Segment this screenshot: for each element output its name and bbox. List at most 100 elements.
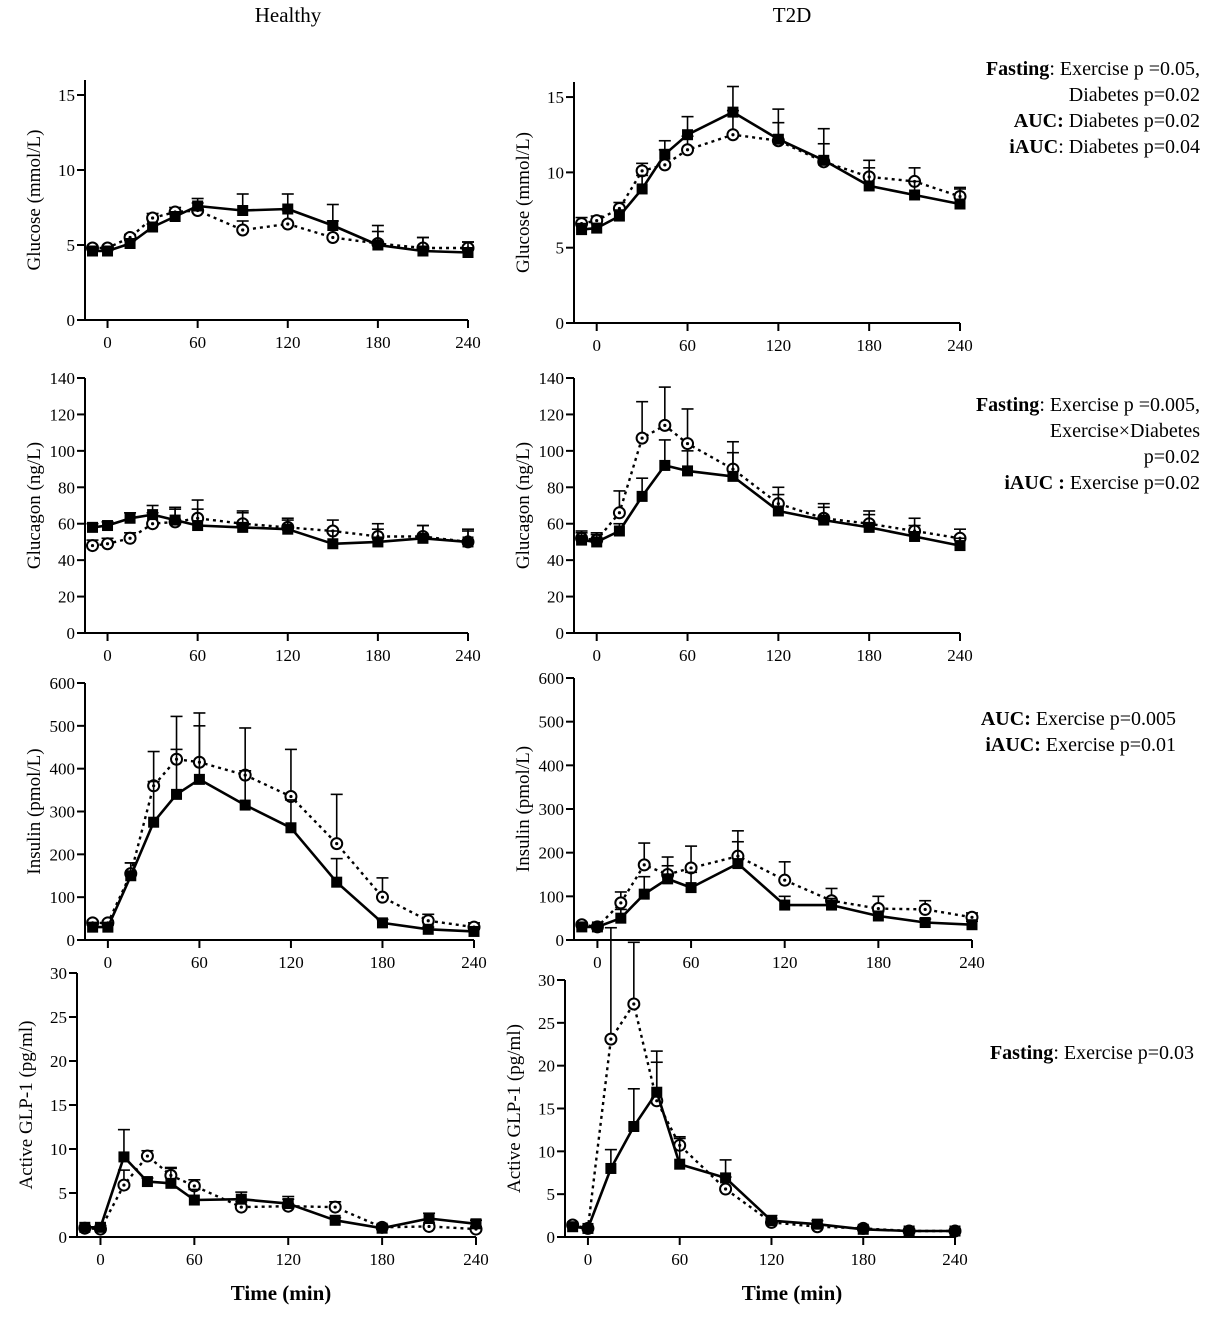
- x-tick-label: 240: [455, 333, 481, 352]
- data-point-control: [966, 919, 978, 931]
- data-point-control: [651, 1086, 663, 1098]
- y-tick-label: 200: [539, 844, 565, 863]
- x-tick-label: 0: [104, 953, 113, 972]
- data-point-control: [282, 523, 294, 535]
- data-point-control: [124, 512, 136, 524]
- data-point-control: [818, 154, 830, 166]
- data-point-control: [727, 106, 739, 118]
- x-tick-label: 240: [947, 336, 973, 355]
- y-tick-label: 15: [547, 88, 564, 107]
- data-point-control: [147, 221, 159, 233]
- stats-line: Fasting: Exercise p=0.03: [989, 1042, 1194, 1064]
- data-point-control: [237, 205, 249, 216]
- stats-line: iAUC : Exercise p=0.02: [1004, 472, 1200, 494]
- data-point-exercise-center: [876, 906, 880, 911]
- series-line-control: [92, 778, 475, 933]
- data-point-control: [376, 917, 388, 929]
- x-tick-label: 180: [856, 646, 882, 665]
- x-tick-label: 60: [186, 1250, 203, 1269]
- panel-glucagon-t2d: 0 20 40 60 80 100 120 140 0 60 120 180 240 Glucagon (…: [513, 369, 973, 665]
- data-point-control: [949, 1225, 961, 1237]
- data-point-exercise-center: [970, 915, 974, 919]
- data-point-exercise-center: [289, 794, 293, 799]
- data-point-exercise-center: [640, 436, 644, 440]
- y-tick-label: 15: [58, 86, 75, 105]
- data-point-exercise-center: [642, 863, 646, 867]
- y-tick-label: 600: [539, 669, 565, 688]
- data-point-exercise-center: [595, 218, 599, 223]
- x-tick-label: 60: [191, 953, 208, 972]
- y-tick-label: 40: [547, 551, 564, 570]
- data-point-exercise-center: [685, 148, 690, 152]
- x-tick-label: 180: [850, 1250, 876, 1269]
- data-point-exercise-center: [619, 901, 623, 905]
- data-point-control: [417, 532, 429, 544]
- data-point-control: [165, 1177, 177, 1189]
- data-point-exercise-center: [632, 1002, 636, 1006]
- data-point-control: [102, 921, 114, 933]
- stats-line: Exercise×Diabetes: [1049, 420, 1200, 442]
- panel-glucagon-healthy: 0 20 40 60 80 100 120 140 0 60 120 180 240 Glucagon (…: [24, 369, 481, 665]
- data-point-control: [192, 520, 204, 532]
- data-point-control: [87, 245, 99, 257]
- data-point-exercise-center: [335, 842, 339, 846]
- data-point-exercise-center: [427, 1224, 431, 1229]
- data-point-control: [372, 239, 384, 251]
- data-point-exercise-center: [105, 542, 110, 546]
- data-point-control: [613, 210, 625, 222]
- y-tick-label: 120: [539, 405, 565, 424]
- data-point-control: [674, 1158, 686, 1170]
- stats-glucagon: Fasting: Exercise p =0.005, Exercise×Dia…: [976, 392, 1200, 496]
- y-tick-label: 80: [547, 478, 564, 497]
- data-point-control: [462, 536, 474, 548]
- y-tick-label: 0: [67, 311, 76, 330]
- series-line-exercise: [84, 1154, 477, 1231]
- x-tick-label: 120: [275, 1250, 301, 1269]
- y-tick-label: 140: [539, 369, 565, 388]
- x-tick-label: 180: [370, 953, 396, 972]
- data-point-control: [285, 822, 297, 834]
- data-point-control: [954, 540, 966, 552]
- x-tick-label: 180: [365, 333, 391, 352]
- stats-line: Fasting: Exercise p =0.05,: [985, 58, 1200, 80]
- stats-glp1: Fasting: Exercise p=0.03: [990, 1040, 1194, 1066]
- y-tick-label: 100: [539, 887, 565, 906]
- panel-glp1-t2d: 0 5 10 15 20 25 30 0 60 120 180 240 Active GLP-1 (pg…: [504, 926, 968, 1269]
- data-point-exercise-center: [689, 866, 693, 870]
- y-tick-label: 30: [50, 964, 67, 983]
- data-point-control: [470, 1218, 482, 1230]
- series-line-exercise: [581, 133, 961, 225]
- data-point-exercise-center: [150, 216, 155, 220]
- y-tick-label: 10: [547, 163, 564, 182]
- y-tick-label: 0: [547, 1228, 556, 1247]
- stats-line: AUC: Exercise p=0.005: [980, 708, 1176, 730]
- x-tick-label: 60: [679, 646, 696, 665]
- x-tick-label: 240: [461, 953, 487, 972]
- data-point-control: [772, 133, 784, 145]
- stats-line: iAUC: Diabetes p=0.04: [1009, 136, 1200, 158]
- series-line-control: [572, 1090, 955, 1233]
- x-tick-label: 60: [189, 646, 206, 665]
- data-point-exercise-center: [128, 536, 132, 540]
- data-point-control: [857, 1223, 869, 1235]
- x-tick-label: 240: [947, 646, 973, 665]
- data-point-control: [909, 530, 921, 542]
- y-tick-label: 400: [539, 756, 565, 775]
- data-point-exercise-center: [90, 543, 95, 548]
- data-point-exercise-center: [731, 133, 735, 137]
- data-point-control: [462, 247, 474, 258]
- y-tick-label: 400: [50, 760, 76, 779]
- panel-insulin-healthy: 0 100 200 300 400 500 600 0 60 120 180 240 Insulin (…: [24, 674, 487, 972]
- x-tick-label: 120: [275, 333, 301, 352]
- data-point-exercise-center: [122, 1183, 126, 1187]
- data-point-control: [125, 870, 137, 882]
- y-axis-label: Glucagon (ng/L): [24, 442, 45, 569]
- y-axis-label: Active GLP-1 (pg/ml): [504, 1024, 525, 1193]
- data-point-control: [863, 521, 875, 533]
- data-point-control: [863, 180, 875, 192]
- data-point-control: [779, 899, 791, 911]
- data-point-control: [376, 1222, 388, 1234]
- data-point-exercise-center: [192, 1184, 196, 1188]
- data-point-control: [372, 536, 384, 548]
